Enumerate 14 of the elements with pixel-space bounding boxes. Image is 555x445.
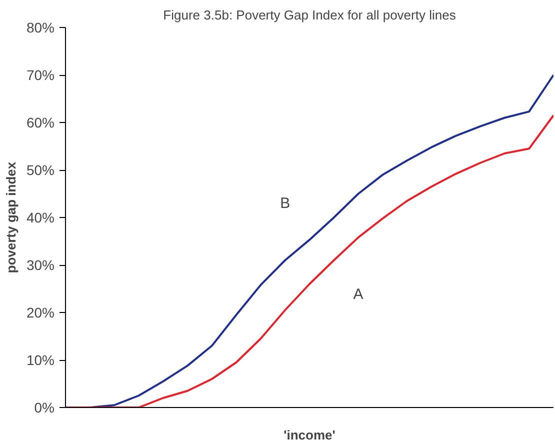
y-tick-label: 80% <box>26 20 55 36</box>
text: A <box>353 286 364 303</box>
y-tick-label: 30% <box>26 257 55 273</box>
x-axis-title: 'income' <box>284 428 336 442</box>
y-tick-label: 10% <box>26 352 55 368</box>
y-tick-label: 20% <box>26 304 55 320</box>
y-tick-label: 0% <box>34 400 54 416</box>
y-tick-label: 70% <box>26 67 55 83</box>
y-tick-label: 40% <box>26 210 55 226</box>
y-tick-label: 50% <box>26 162 55 178</box>
y-tick-label: 60% <box>26 114 55 130</box>
text: B <box>280 194 290 212</box>
chart-title: Figure 3.5b: Poverty Gap Index for all poverty lines <box>163 8 456 22</box>
y-axis-title: poverty gap index <box>3 161 18 274</box>
